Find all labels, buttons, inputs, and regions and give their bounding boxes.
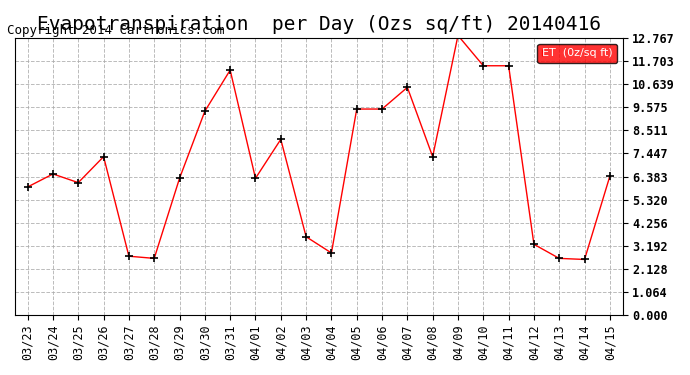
Legend: ET  (0z/sq ft): ET (0z/sq ft) xyxy=(538,44,617,63)
Text: Copyright 2014 Cartronics.com: Copyright 2014 Cartronics.com xyxy=(7,24,224,37)
Title: Evapotranspiration  per Day (Ozs sq/ft) 20140416: Evapotranspiration per Day (Ozs sq/ft) 2… xyxy=(37,15,601,34)
